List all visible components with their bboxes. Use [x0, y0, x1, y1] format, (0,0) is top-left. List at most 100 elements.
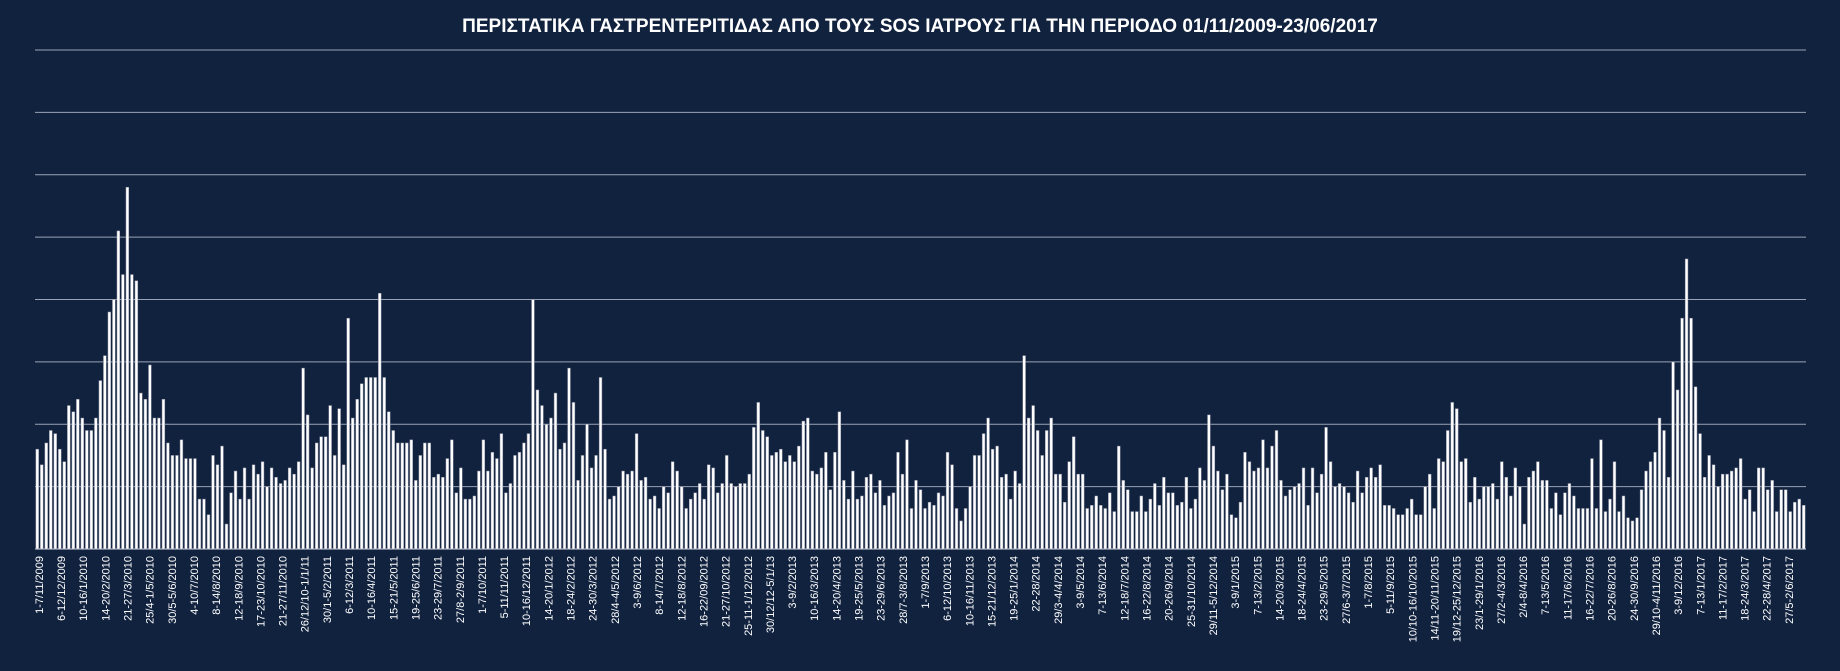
x-tick-label: 8-14/8/2010 [211, 556, 223, 615]
bar-81 [400, 442, 404, 550]
bar-251 [1166, 492, 1170, 550]
bar-158 [747, 473, 751, 550]
bar-138 [657, 508, 661, 550]
bar-193 [905, 439, 909, 550]
bar-9 [76, 399, 80, 550]
x-tick-label: 8-14/7/2012 [654, 556, 666, 615]
bar-126 [603, 448, 607, 550]
bar-13 [94, 417, 98, 550]
bar-107 [517, 452, 522, 550]
bar-152 [720, 483, 724, 550]
bar-194 [909, 508, 914, 550]
bar-31 [175, 455, 179, 550]
x-tick-label: 6-12/10/2013 [942, 556, 954, 621]
bar-291 [1346, 492, 1351, 550]
bar-113 [544, 424, 549, 550]
bar-79 [391, 430, 395, 550]
bar-143 [680, 486, 684, 550]
bar-96 [468, 498, 472, 550]
bar-187 [878, 480, 882, 550]
bar-55 [283, 480, 287, 550]
bar-205 [959, 520, 963, 550]
bar-207 [968, 486, 972, 550]
bar-377 [1734, 467, 1738, 550]
bar-109 [526, 433, 531, 550]
bar-62 [315, 442, 319, 550]
bar-146 [693, 492, 697, 550]
bar-344 [1585, 508, 1590, 550]
bar-229 [1067, 461, 1071, 550]
bar-202 [945, 452, 950, 550]
bar-349 [1608, 498, 1612, 550]
bar-313 [1446, 430, 1450, 550]
bar-261 [1211, 445, 1216, 550]
x-tick-label: 16-22/09/2012 [699, 556, 711, 627]
bar-223 [1040, 455, 1044, 550]
bar-145 [689, 498, 693, 550]
bar-174 [819, 467, 824, 550]
bar-382 [1757, 467, 1761, 550]
bar-310 [1432, 508, 1436, 550]
bar-103 [499, 433, 504, 550]
bar-300 [1387, 505, 1391, 550]
bar-224 [1045, 430, 1049, 550]
bar-49 [256, 473, 260, 550]
bar-36 [197, 498, 202, 550]
bar-112 [540, 405, 544, 550]
bar-128 [612, 495, 616, 550]
bar-106 [513, 455, 517, 550]
bar-99 [481, 439, 486, 550]
bar-308 [1423, 486, 1427, 550]
bar-130 [621, 470, 625, 550]
x-tick-label: 25-11-1/12/2012 [743, 556, 755, 636]
bar-314 [1450, 402, 1454, 550]
bar-89 [436, 473, 440, 550]
bar-264 [1225, 473, 1229, 550]
bar-219 [1022, 355, 1026, 550]
bar-324 [1495, 498, 1499, 550]
bar-86 [423, 442, 427, 550]
x-tick-label: 21-27/10/2012 [721, 556, 733, 627]
x-tick-label: 1-7/9/2013 [920, 556, 932, 609]
bar-136 [648, 498, 652, 550]
bar-16 [107, 311, 111, 550]
bar-105 [508, 483, 513, 550]
bar-75 [373, 377, 377, 550]
x-tick-label: 22-28/2014 [1031, 556, 1043, 612]
bar-280 [1297, 483, 1301, 550]
bar-258 [1198, 467, 1202, 550]
x-tick-label: 6-12/12/2009 [56, 556, 68, 621]
bar-329 [1518, 486, 1522, 550]
bar-361 [1662, 430, 1666, 550]
bar-346 [1594, 508, 1599, 550]
bar-27 [157, 417, 161, 550]
x-tick-label: 23/1-29/1/2016 [1474, 556, 1486, 630]
bar-208 [972, 455, 977, 550]
bar-120 [576, 480, 580, 550]
bar-281 [1301, 467, 1306, 550]
bar-246 [1144, 511, 1148, 550]
bar-367 [1689, 317, 1693, 550]
bar-191 [896, 452, 900, 550]
bar-332 [1531, 470, 1536, 550]
bar-368 [1693, 386, 1698, 550]
bar-0 [35, 448, 39, 550]
x-tick-label: 19-25/5/2013 [854, 556, 866, 621]
bar-131 [625, 473, 630, 550]
bar-286 [1324, 427, 1328, 550]
bar-228 [1063, 501, 1067, 550]
bar-371 [1707, 455, 1711, 550]
bar-166 [783, 461, 787, 550]
x-tick-label: 10-16/4/2011 [366, 556, 378, 620]
bar-254 [1180, 501, 1184, 550]
bar-358 [1648, 461, 1653, 550]
bar-173 [815, 473, 819, 550]
bar-108 [522, 442, 526, 550]
bar-337 [1554, 492, 1558, 550]
bar-148 [702, 498, 706, 550]
chart-title: ΠΕΡΙΣΤΑΤΙΚΑ ΓΑΣΤΡΕΝΤΕΡΙΤΙΔΑΣ ΑΠΟ ΤΟΥΣ SO… [462, 16, 1378, 37]
bar-227 [1058, 473, 1062, 550]
x-tick-label: 25/4-1/5/2010 [145, 556, 157, 624]
bar-57 [292, 473, 296, 550]
